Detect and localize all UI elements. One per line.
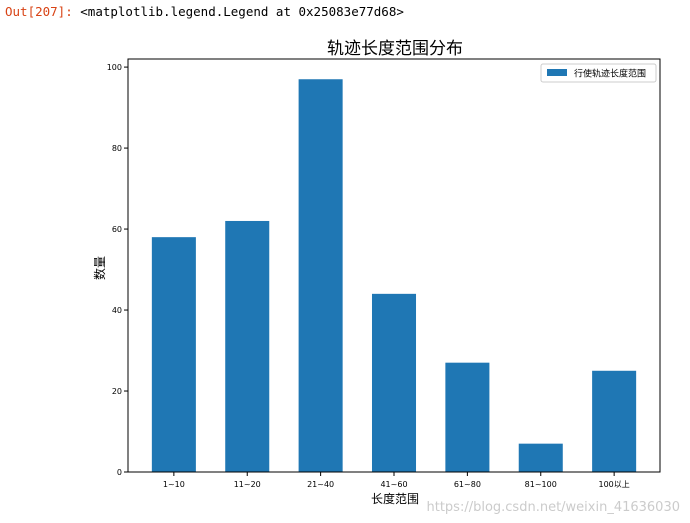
bar-6	[592, 370, 637, 472]
legend-label: 行使轨迹长度范围	[574, 68, 646, 80]
cell-output-line: Out[207]: <matplotlib.legend.Legend at 0…	[5, 4, 404, 19]
x-tick-label-3: 41~60	[380, 480, 407, 489]
x-tick-label-2: 21~40	[307, 480, 334, 489]
y-ticks-group: 0 20 40 60 80 100	[107, 63, 128, 477]
y-axis-label: 数量	[92, 256, 107, 280]
x-ticks-group: 1~10 11~20 21~40 41~60 61~80 81~100 100以上	[163, 472, 630, 489]
legend-box	[540, 63, 657, 83]
bars-group	[151, 79, 637, 472]
legend: 行使轨迹长度范围	[540, 63, 657, 83]
watermark: https://blog.csdn.net/weixin_41636030	[426, 500, 680, 515]
y-tick-label-0: 0	[117, 468, 122, 477]
x-tick-label-6: 100以上	[598, 480, 629, 489]
x-tick-label-1: 11~20	[234, 480, 261, 489]
y-tick-label-3: 60	[112, 225, 122, 234]
output-text: <matplotlib.legend.Legend at 0x25083e77d…	[80, 4, 404, 19]
chart-title: 轨迹长度范围分布	[327, 39, 463, 59]
bar-1	[225, 220, 270, 472]
plot-frame	[127, 58, 661, 473]
y-tick-label-1: 20	[112, 387, 122, 396]
bar-3	[371, 293, 417, 472]
x-axis-label: 长度范围	[371, 491, 419, 506]
bar-4	[445, 362, 490, 472]
bar-0	[151, 237, 196, 472]
legend-swatch	[547, 69, 567, 76]
x-tick-label-0: 1~10	[163, 480, 185, 489]
y-tick-label-5: 100	[107, 63, 122, 72]
y-tick-label-4: 80	[112, 144, 122, 153]
bar-5	[518, 443, 563, 472]
x-tick-label-5: 81~100	[525, 480, 557, 489]
y-tick-label-2: 40	[112, 306, 122, 315]
x-tick-label-4: 61~80	[454, 480, 481, 489]
output-prompt: Out[207]:	[5, 4, 73, 19]
bar-2	[298, 79, 343, 472]
